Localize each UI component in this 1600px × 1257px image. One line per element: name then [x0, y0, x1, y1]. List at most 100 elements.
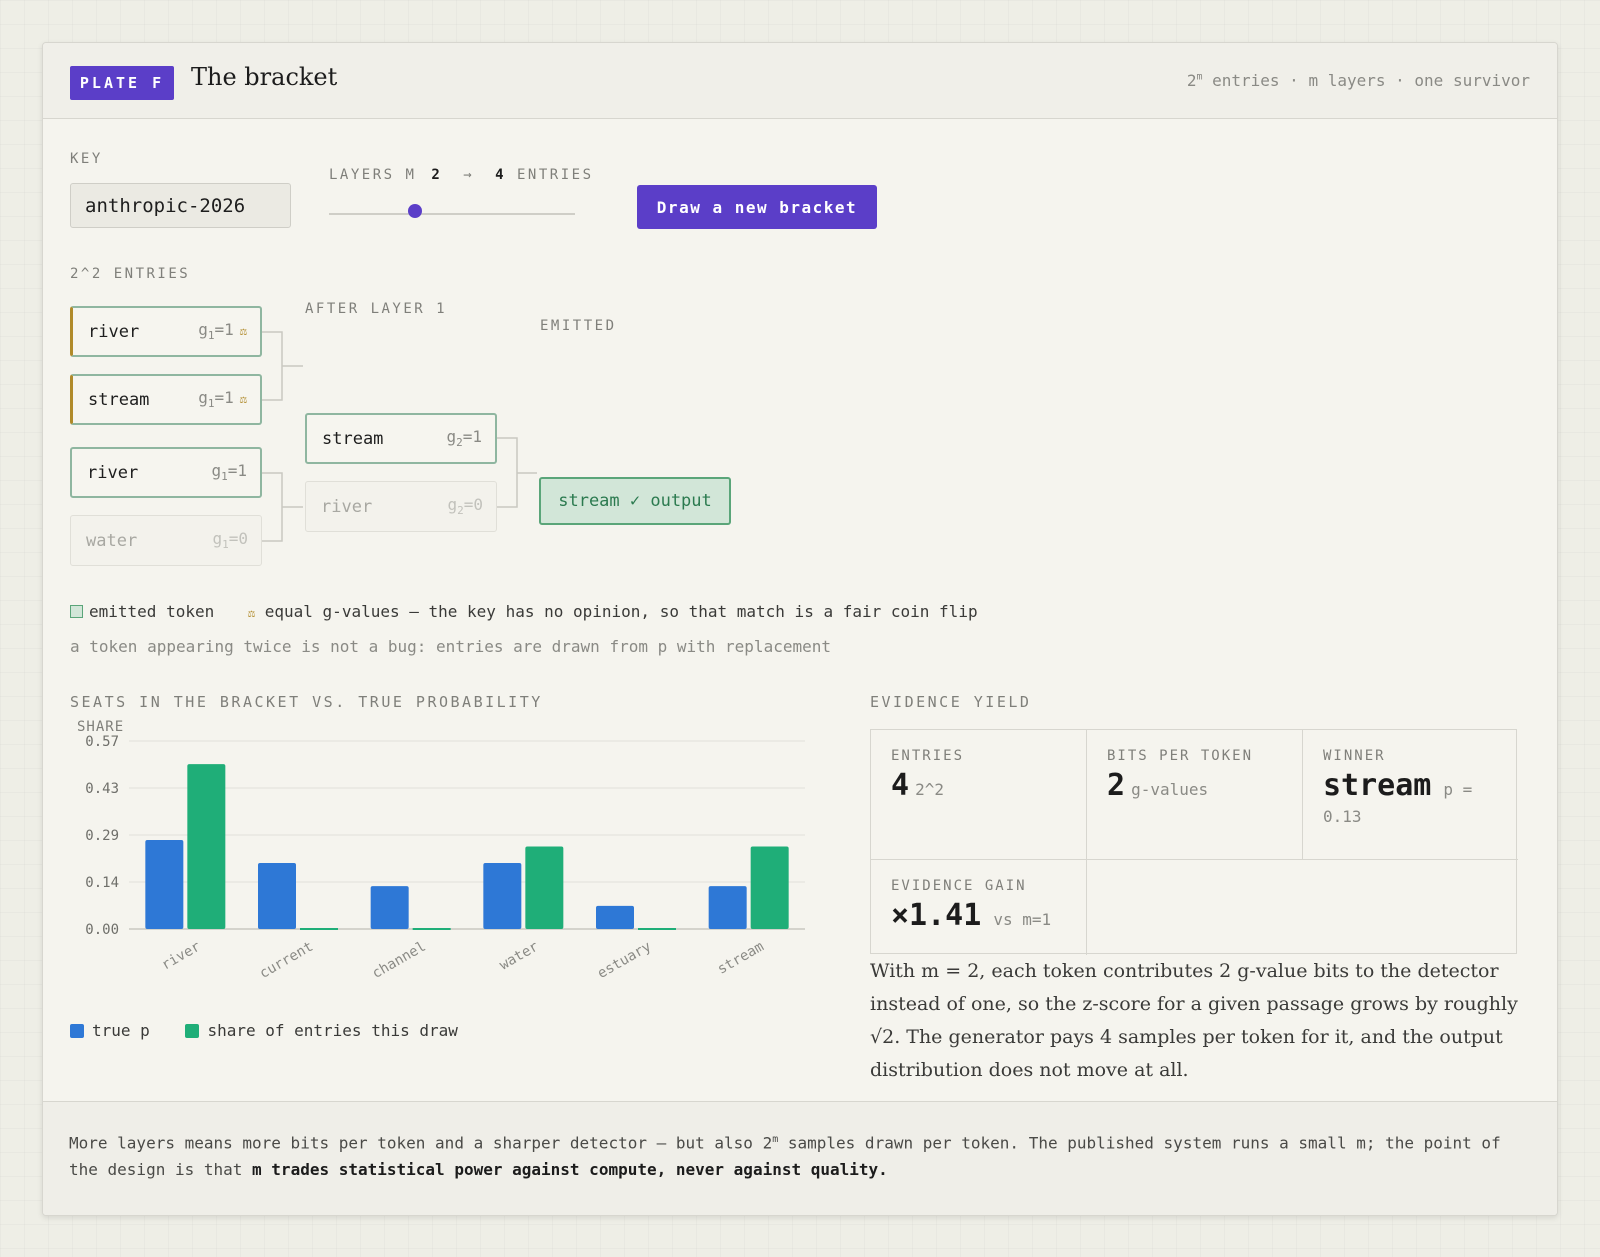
- layers-label-text: LAYERS M: [329, 167, 417, 183]
- winner-cell: WINNER stream p = 0.13: [1303, 730, 1518, 860]
- y-tick-label: 0.43: [85, 781, 119, 797]
- winner-cell-label: WINNER: [1323, 748, 1386, 764]
- entry-g: g1=1 ⚖: [198, 320, 247, 342]
- g-letter: g: [198, 388, 208, 408]
- chart-title: SEATS IN THE BRACKET VS. TRUE PROBABILIT…: [70, 693, 543, 711]
- evidence-explanation: With m = 2, each token contributes 2 g-v…: [870, 960, 1518, 1081]
- entries-label: ENTRIES: [517, 167, 594, 183]
- bar-true-p-stream: [708, 886, 747, 929]
- x-tick-label: current: [257, 939, 316, 982]
- g-val: =0: [463, 495, 483, 515]
- entry-token: stream: [322, 428, 384, 449]
- entry-token: river: [87, 462, 139, 483]
- header: PLATE F The bracket 2m entries · m layer…: [43, 43, 1557, 119]
- layers-label: LAYERS M 2 → 4 ENTRIES: [329, 167, 594, 183]
- bar-true-p-estuary: [596, 905, 634, 929]
- entry-token: water: [86, 530, 138, 551]
- scale-icon: ⚖: [239, 324, 247, 339]
- entry-g: g2=0: [447, 495, 483, 517]
- layers-value: 2: [431, 167, 443, 183]
- footer-text-1: More layers means more bits per token an…: [69, 1133, 773, 1153]
- entries-column-label: 2^2 ENTRIES: [70, 266, 191, 282]
- gain-cell: EVIDENCE GAIN ×1.41 vs m=1: [871, 860, 1087, 955]
- x-tick-label: stream: [715, 939, 767, 978]
- y-tick-label: 0.29: [85, 828, 119, 844]
- entry-river-1: river g1=1 ⚖: [70, 306, 262, 357]
- bits-cell-label: BITS PER TOKEN: [1107, 748, 1254, 764]
- entry-river-2: river g1=1: [70, 447, 262, 498]
- arrow-icon: →: [463, 167, 475, 183]
- true-p-swatch: [70, 1024, 84, 1038]
- entry-token: river: [321, 496, 373, 517]
- note-sup: m: [1196, 71, 1203, 83]
- winner-cell-note: p =: [1443, 780, 1473, 799]
- layers-slider-thumb[interactable]: [408, 204, 422, 218]
- x-tick-label: estuary: [595, 939, 654, 982]
- bracket-legend: emitted token ⚖ equal g-values — the key…: [70, 602, 978, 621]
- winner-cell-p: 0.13: [1323, 807, 1362, 826]
- x-tick-label: channel: [370, 939, 429, 982]
- g-val: =1: [462, 427, 482, 447]
- entries-cell: ENTRIES 4 2^2: [871, 730, 1087, 860]
- emitted-label: EMITTED: [540, 318, 617, 334]
- footer-note: More layers means more bits per token an…: [43, 1101, 1557, 1215]
- chart-legend: true p share of entries this draw: [70, 1021, 458, 1040]
- winner-cell-value: stream: [1323, 768, 1432, 803]
- y-tick-label: 0.14: [85, 875, 119, 891]
- gain-cell-note: vs m=1: [993, 910, 1052, 929]
- bar-true-p-current: [258, 863, 296, 929]
- g-val: =1: [214, 388, 234, 408]
- emitted-swatch: [70, 605, 83, 618]
- entry-water: water g1=0: [70, 515, 262, 566]
- entry-g: g2=1: [446, 427, 482, 449]
- scale-icon: ⚖: [247, 606, 256, 620]
- bar-share-estuary: [638, 928, 676, 930]
- g-letter: g: [446, 427, 457, 447]
- bar-true-p-water: [483, 863, 522, 929]
- g-val: =0: [228, 529, 248, 549]
- legend-true-p: true p: [92, 1021, 150, 1040]
- g-sub: 1: [222, 538, 229, 552]
- g-sub: 2: [456, 436, 463, 450]
- entries-cell-note: 2^2: [915, 780, 944, 799]
- share-swatch: [185, 1024, 200, 1038]
- plate-card: PLATE F The bracket 2m entries · m layer…: [42, 42, 1558, 1216]
- tie-legend-text: equal g-values — the key has no opinion,…: [264, 602, 978, 621]
- entry-g: g1=1: [211, 461, 247, 483]
- header-note: 2m entries · m layers · one survivor: [1187, 71, 1530, 90]
- layers-slider-track[interactable]: [329, 213, 575, 215]
- bar-share-channel: [412, 928, 451, 930]
- g-sub: 2: [457, 504, 464, 518]
- entries-value: 4: [495, 167, 507, 183]
- winner-output-box: stream ✓ output: [539, 477, 731, 525]
- draw-new-bracket-button[interactable]: Draw a new bracket: [637, 185, 877, 229]
- g-val: =1: [227, 461, 247, 481]
- g-letter: g: [198, 320, 208, 340]
- y-axis-label: SHARE: [77, 719, 124, 735]
- g-sub: 1: [207, 397, 215, 411]
- y-tick-label: 0.57: [85, 734, 119, 750]
- entries-cell-label: ENTRIES: [891, 748, 965, 764]
- g-letter: g: [447, 495, 458, 515]
- evidence-title: EVIDENCE YIELD: [870, 693, 1032, 711]
- after-layer-label: AFTER LAYER 1: [305, 301, 448, 317]
- gain-cell-value: ×1.41: [891, 898, 982, 933]
- g-sub: 1: [221, 470, 228, 484]
- key-input[interactable]: [70, 183, 291, 228]
- bits-cell-value: 2: [1107, 768, 1126, 803]
- bar-share-water: [525, 846, 564, 929]
- footer-bold: m trades statistical power against compu…: [252, 1160, 888, 1180]
- entry-token: river: [88, 321, 140, 342]
- bar-share-river: [187, 764, 226, 929]
- x-tick-label: river: [159, 939, 204, 974]
- y-tick-label: 0.00: [85, 922, 119, 938]
- g-val: =1: [214, 320, 234, 340]
- entry-g: g1=1 ⚖: [198, 388, 247, 410]
- gain-cell-label: EVIDENCE GAIN: [891, 878, 1027, 894]
- bar-share-current: [300, 928, 338, 930]
- plate-badge: PLATE F: [70, 66, 174, 100]
- entry-g: g1=0: [212, 529, 248, 551]
- bar-true-p-channel: [370, 886, 409, 929]
- entries-cell-value: 4: [891, 768, 910, 803]
